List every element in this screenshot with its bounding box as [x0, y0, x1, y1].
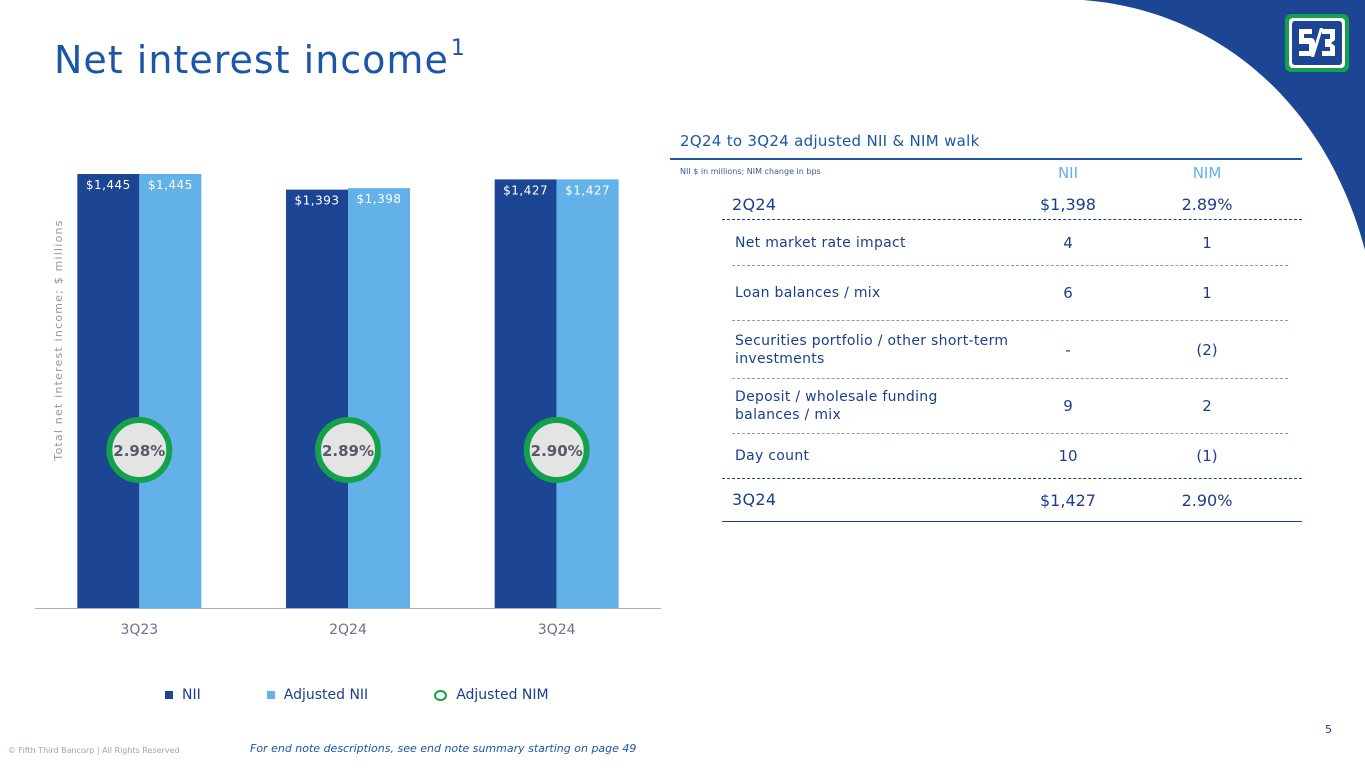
- walk-row-nii: -: [1065, 340, 1071, 359]
- walk-row-nim: 1: [1202, 233, 1212, 252]
- walk-units-note: NII $ in millions; NIM change in bps: [680, 167, 821, 176]
- bar-nii: [494, 179, 557, 608]
- walk-row: Day count 10 (1): [670, 434, 1302, 478]
- nim-marker: [523, 417, 590, 483]
- walk-row-nim: 2: [1202, 397, 1212, 415]
- walk-start-nii: $1,398: [1040, 195, 1096, 214]
- nii-bar-chart: Total net interest income; $ millions $1,…: [35, 174, 661, 638]
- walk-end-label: 3Q24: [732, 490, 777, 509]
- nim-label: 2.90%: [531, 442, 583, 460]
- walk-row-nii: 9: [1063, 397, 1073, 415]
- bar-nii: [286, 189, 348, 609]
- page-number: 5: [1325, 723, 1332, 736]
- legend-item-adjusted-nii: Adjusted NII: [266, 687, 369, 703]
- walk-row-label: Net market rate impact: [735, 234, 906, 251]
- data-label-nii: $1,427: [503, 183, 548, 197]
- walk-row-nim: 1: [1202, 284, 1212, 302]
- bar-nii: [77, 174, 140, 608]
- bar-adjusted-nii: [348, 188, 410, 608]
- data-label-nii: $1,445: [86, 178, 131, 192]
- walk-top-rule: [670, 158, 1302, 160]
- walk-row: Securities portfolio / other short-term …: [670, 321, 1302, 378]
- legend-label-adjusted-nii: Adjusted NII: [283, 687, 369, 703]
- bar-adjusted-nii: [139, 174, 202, 608]
- walk-col-nim: NIM: [1192, 164, 1222, 182]
- fifth-third-logo: [1284, 13, 1350, 73]
- y-axis-title: Total net interest income; $ millions: [52, 219, 65, 461]
- bar-adjusted-nii: [556, 179, 619, 608]
- nim-marker: [315, 417, 381, 483]
- data-label-adjusted-nii: $1,398: [357, 192, 402, 206]
- legend-ring-icon: [434, 689, 448, 701]
- data-label-nii: $1,393: [295, 194, 340, 208]
- walk-row-nii: 6: [1063, 284, 1073, 302]
- title-text: Net interest income: [54, 38, 449, 82]
- walk-row-label: Deposit / wholesale funding balances / m…: [735, 389, 938, 423]
- walk-row-divider: [732, 378, 1288, 379]
- walk-divider: [722, 478, 1302, 479]
- nim-label: 2.98%: [113, 442, 165, 460]
- x-tick-label: 3Q23: [120, 622, 158, 638]
- walk-row: Net market rate impact 4 1: [670, 220, 1302, 265]
- walk-end-nim: 2.90%: [1181, 490, 1233, 510]
- chart-legend: NII Adjusted NII Adjusted NIM: [165, 687, 549, 703]
- data-label-adjusted-nii: $1,427: [565, 183, 610, 197]
- walk-col-nii: NII: [1057, 164, 1079, 182]
- legend-item-nii: NII: [165, 687, 201, 703]
- walk-row: Loan balances / mix 6 1: [670, 266, 1302, 320]
- walk-start-label: 2Q24: [732, 194, 777, 214]
- walk-title: 2Q24 to 3Q24 adjusted NII & NIM walk: [680, 132, 980, 150]
- nim-marker: [106, 417, 173, 483]
- data-label-adjusted-nii: $1,445: [148, 178, 193, 192]
- x-tick-label: 2Q24: [329, 622, 367, 638]
- legend-swatch-nii: [165, 691, 173, 699]
- title-footnote-ref: 1: [450, 36, 466, 61]
- walk-row-nii: 10: [1058, 447, 1078, 465]
- nii-nim-walk-table: 2Q24 to 3Q24 adjusted NII & NIM walk NII…: [670, 132, 1302, 522]
- walk-bottom-rule: [722, 521, 1302, 522]
- legend-swatch-adjusted-nii: [266, 691, 275, 699]
- walk-header-row: NII $ in millions; NIM change in bps NII…: [670, 160, 1302, 190]
- walk-start-nim: 2.89%: [1181, 195, 1233, 214]
- walk-row-divider: [732, 433, 1288, 434]
- legend-label-nii: NII: [182, 687, 201, 703]
- walk-end-row: 3Q24 $1,427 2.90%: [670, 479, 1302, 521]
- legend-item-adjusted-nim: Adjusted NIM: [434, 687, 549, 703]
- nim-label: 2.89%: [322, 442, 374, 460]
- walk-end-nii: $1,427: [1040, 490, 1096, 510]
- walk-row-label: Loan balances / mix: [735, 285, 881, 301]
- walk-row-nii: 4: [1063, 233, 1073, 252]
- walk-divider: [722, 219, 1302, 220]
- walk-row-label: Day count: [735, 448, 810, 464]
- legend-label-adjusted-nim: Adjusted NIM: [456, 687, 549, 703]
- walk-row-nim: (1): [1196, 447, 1218, 465]
- walk-row-divider: [732, 320, 1288, 321]
- copyright: © Fifth Third Bancorp | All Rights Reser…: [8, 746, 180, 755]
- walk-row-divider: [732, 265, 1288, 266]
- walk-row-label: Securities portfolio / other short-term …: [735, 332, 1009, 367]
- x-tick-label: 3Q24: [538, 622, 576, 638]
- walk-start-row: 2Q24 $1,398 2.89%: [670, 190, 1302, 219]
- end-note-reference: For end note descriptions, see end note …: [250, 742, 637, 755]
- page-title: Net interest income1: [54, 36, 466, 82]
- walk-row-nim: (2): [1196, 340, 1218, 359]
- walk-row: Deposit / wholesale funding balances / m…: [670, 379, 1302, 433]
